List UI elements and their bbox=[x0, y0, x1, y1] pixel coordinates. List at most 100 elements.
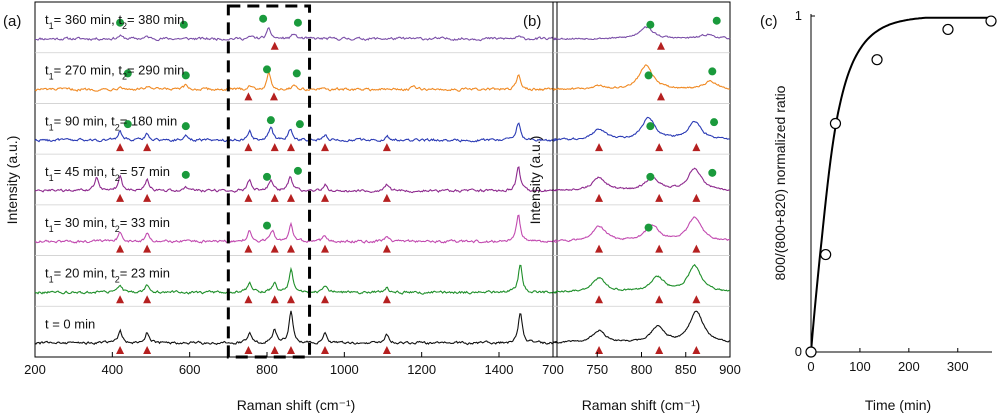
spectrum-line bbox=[552, 263, 731, 294]
triangle-marker bbox=[692, 244, 701, 253]
triangle-marker bbox=[143, 244, 152, 253]
triangle-marker bbox=[692, 143, 701, 152]
triangle-marker bbox=[270, 295, 279, 304]
circle-marker bbox=[644, 223, 653, 232]
triangle-marker bbox=[382, 295, 391, 304]
label-text: = 290 min bbox=[127, 63, 184, 78]
triangle-marker bbox=[244, 193, 253, 202]
panel-b-y-axis-label: Intensity (a.u.) bbox=[527, 136, 543, 225]
label-text: = 90 min, t bbox=[54, 113, 115, 128]
circle-marker bbox=[293, 166, 302, 175]
triangle-marker bbox=[321, 143, 329, 152]
x-tick-label: 100 bbox=[849, 359, 871, 374]
panel-a-x-axis-label: Raman shift (cm⁻¹) bbox=[237, 397, 356, 413]
spectrum-line bbox=[34, 264, 558, 295]
condition-label: t1= 30 min, t2= 33 min bbox=[45, 215, 170, 234]
triangle-marker bbox=[116, 193, 125, 202]
label-text: = 30 min, t bbox=[54, 215, 115, 230]
triangle-marker bbox=[116, 244, 125, 253]
condition-label: t1= 45 min, t2= 57 min bbox=[45, 164, 170, 183]
x-tick-label: 0 bbox=[807, 359, 814, 374]
spectrum-line bbox=[34, 310, 557, 346]
spectrum-line bbox=[552, 64, 731, 91]
panel-b-label: (b) bbox=[523, 13, 541, 30]
triangle-marker bbox=[143, 346, 152, 354]
panel-b-separators bbox=[553, 52, 730, 307]
circle-marker bbox=[646, 172, 655, 181]
spectrum-line bbox=[552, 167, 730, 192]
x-tick-label: 700 bbox=[542, 362, 564, 377]
triangle-marker bbox=[655, 244, 664, 253]
condition-label: t = 0 min bbox=[45, 316, 95, 331]
circle-marker bbox=[123, 69, 132, 78]
label-text: t bbox=[45, 164, 49, 179]
panel-b: 700 750 800 850 900 Intensity (a.u.) Raman s… bbox=[527, 1, 741, 413]
subscript: 2 bbox=[115, 122, 120, 132]
circle-marker bbox=[292, 69, 301, 78]
panel-c-y-axis-label: 800/(800+820) normalized ratio bbox=[772, 85, 788, 280]
panel-c-label: (c) bbox=[760, 13, 778, 30]
triangle-marker bbox=[270, 143, 279, 152]
spectrum-line bbox=[552, 310, 731, 344]
triangle-marker bbox=[382, 143, 391, 152]
data-point bbox=[805, 346, 817, 358]
panel-a-y-axis-label: Intensity (a.u.) bbox=[4, 136, 20, 225]
label-text: = 45 min, t bbox=[54, 164, 115, 179]
subscript: 1 bbox=[49, 275, 54, 285]
highlight-box bbox=[226, 4, 312, 359]
subscript: 2 bbox=[115, 173, 120, 183]
triangle-marker bbox=[143, 193, 152, 202]
spectrum-line bbox=[34, 122, 558, 143]
circle-marker bbox=[293, 18, 302, 27]
triangle-marker bbox=[244, 346, 253, 354]
y-tick-label: 1 bbox=[795, 8, 802, 23]
triangle-marker bbox=[595, 143, 604, 152]
data-point bbox=[942, 23, 954, 36]
triangle-marker bbox=[655, 143, 664, 152]
label-text: = 33 min bbox=[120, 215, 170, 230]
triangle-marker bbox=[595, 193, 604, 202]
panel-a-x-ticks: 200 400 600 800 1000 1200 1400 bbox=[24, 352, 513, 377]
circle-marker bbox=[644, 71, 653, 80]
data-point bbox=[829, 117, 842, 130]
panel-a-separators bbox=[35, 52, 557, 307]
triangle-marker bbox=[595, 295, 604, 304]
label-text: t bbox=[45, 266, 49, 281]
circle-marker bbox=[295, 120, 304, 129]
triangle-marker bbox=[656, 92, 665, 101]
x-tick-label: 850 bbox=[675, 362, 697, 377]
circle-marker bbox=[263, 65, 271, 74]
spectrum-line bbox=[552, 216, 731, 243]
triangle-marker bbox=[321, 295, 329, 304]
y-tick-label: 0 bbox=[795, 344, 802, 359]
subscript: 1 bbox=[49, 173, 54, 183]
subscript: 2 bbox=[122, 72, 127, 82]
subscript: 2 bbox=[122, 21, 127, 31]
triangle-marker bbox=[692, 295, 701, 304]
triangle-marker bbox=[116, 295, 125, 304]
label-text: t = 0 min bbox=[45, 316, 95, 331]
triangle-marker bbox=[269, 92, 278, 101]
triangle-marker bbox=[270, 244, 279, 253]
condition-label: t1= 270 min, t2= 290 min bbox=[45, 63, 184, 82]
subscript: 1 bbox=[49, 72, 54, 82]
triangle-marker bbox=[244, 92, 253, 101]
subscript: 2 bbox=[115, 224, 120, 234]
data-point bbox=[820, 248, 832, 261]
spectrum-line bbox=[552, 26, 731, 41]
triangle-marker bbox=[382, 193, 391, 202]
triangle-marker bbox=[595, 346, 604, 354]
triangle-marker bbox=[321, 346, 329, 354]
spectrum-line bbox=[34, 70, 558, 92]
x-tick-label: 1000 bbox=[330, 362, 359, 377]
triangle-marker bbox=[286, 193, 295, 202]
condition-label: t1= 90 min, t2= 180 min bbox=[45, 113, 177, 132]
label-text: = 270 min, t bbox=[54, 63, 123, 78]
circle-marker bbox=[179, 20, 188, 29]
triangle-marker bbox=[382, 244, 391, 253]
label-text: t bbox=[45, 12, 49, 27]
triangle-marker bbox=[692, 193, 701, 202]
circle-marker bbox=[646, 122, 655, 131]
triangle-marker bbox=[244, 244, 253, 253]
